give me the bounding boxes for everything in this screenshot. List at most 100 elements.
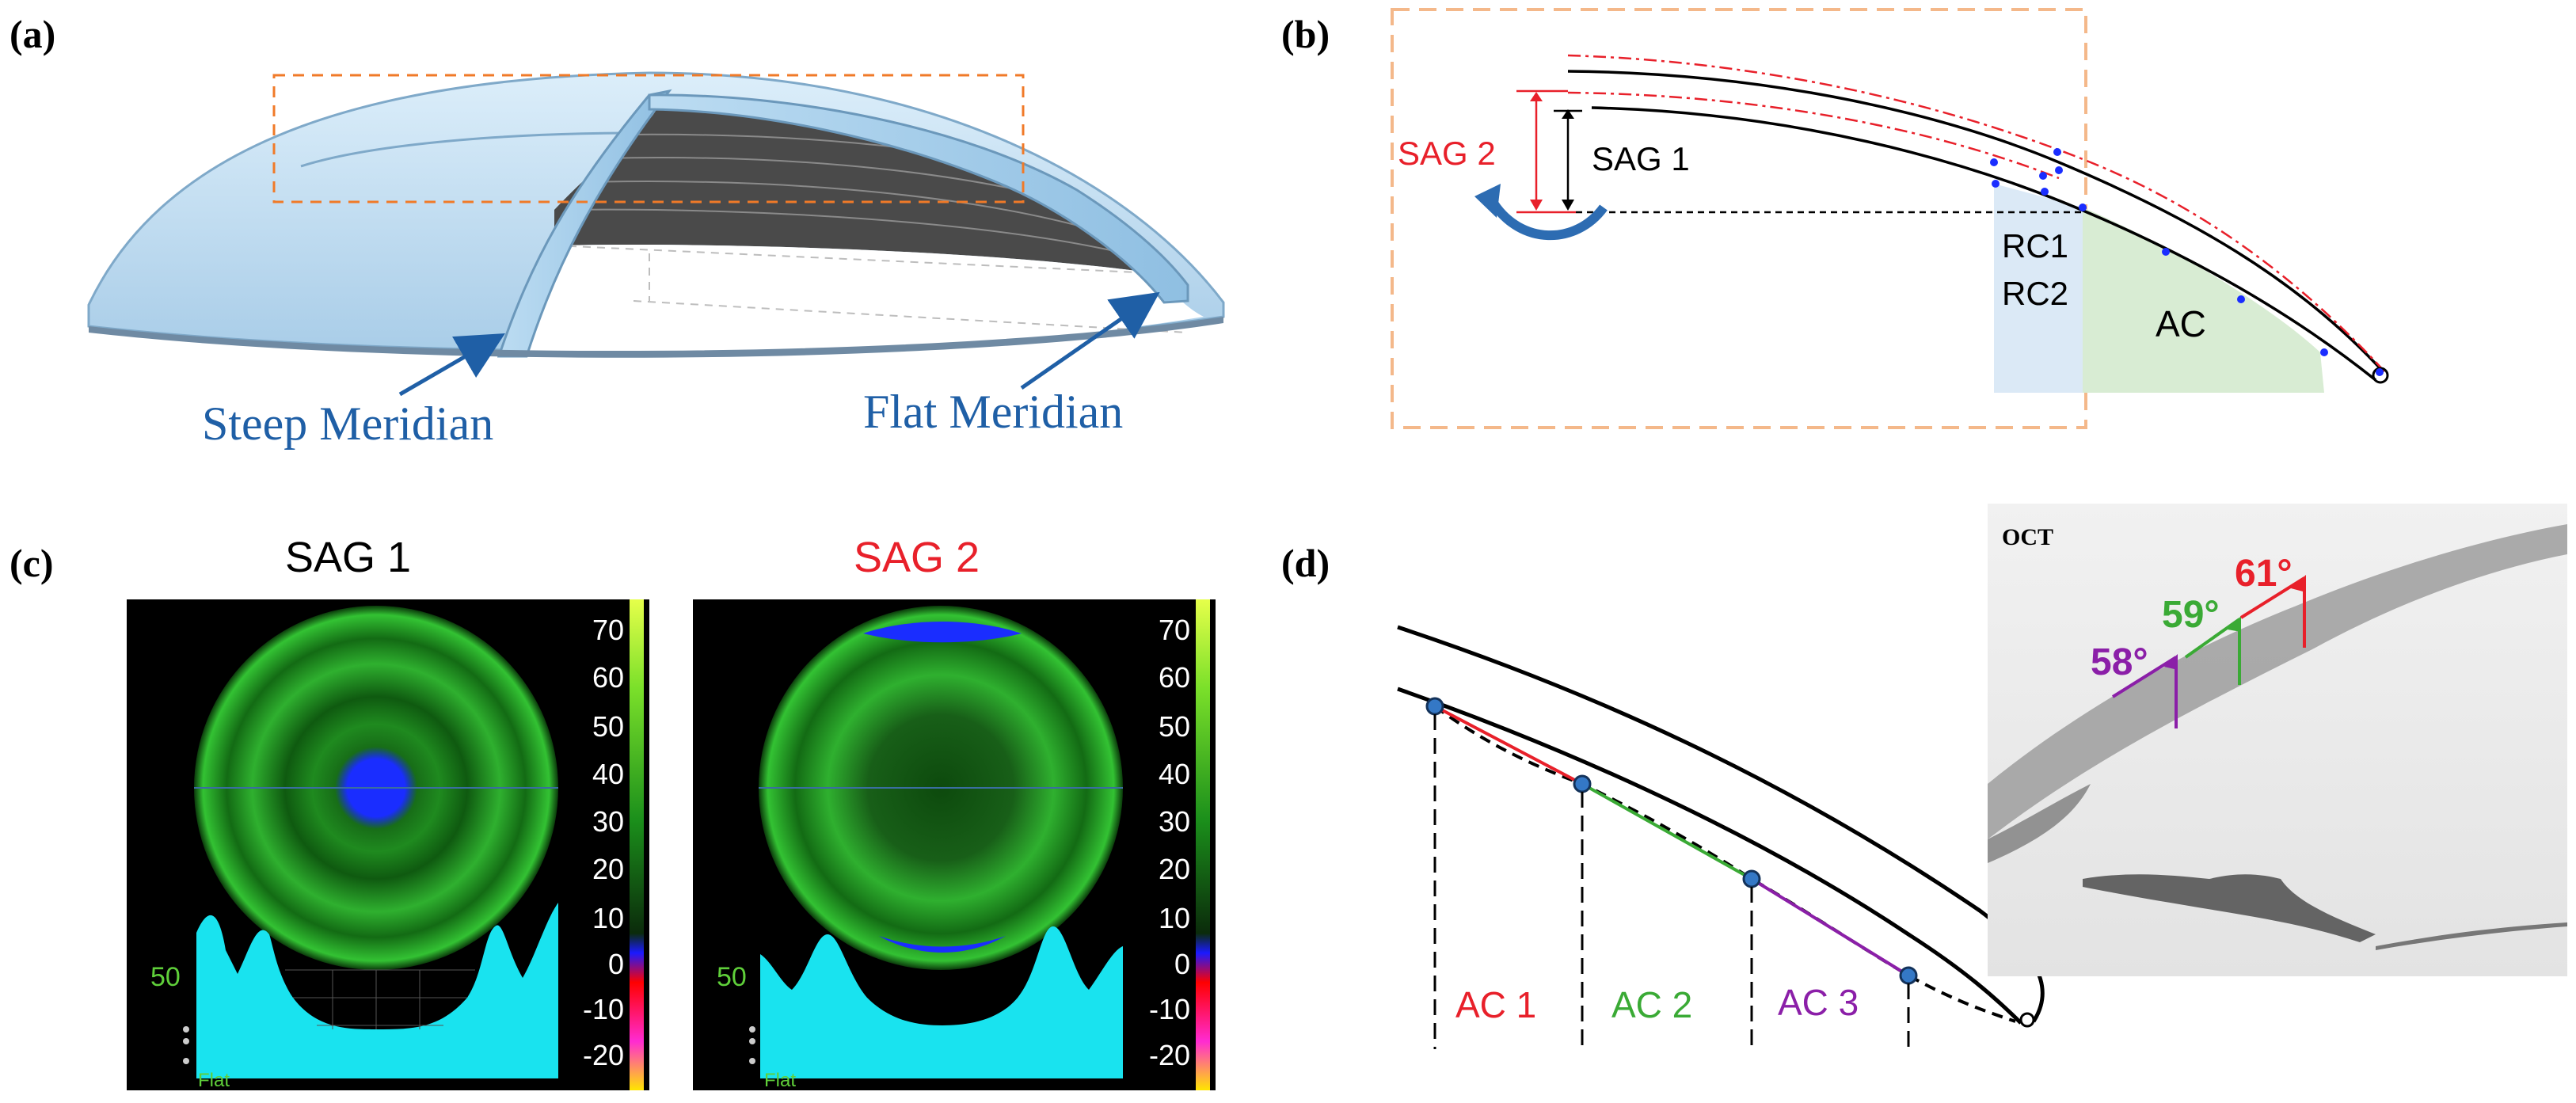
rotation-arrow-head [1474,184,1501,218]
scale-ticks-left: 70 60 50 40 30 20 10 0 -10 -20 [583,614,624,1071]
scale-tick: 20 [1159,853,1190,885]
scale-tick: 0 [608,948,624,980]
scale-tick: 20 [592,853,624,885]
scale-tick: 70 [1159,614,1190,646]
ac3-segment [1750,877,1910,977]
flat-label-left: Flat [198,1070,230,1091]
scale-tick: 70 [592,614,624,646]
rc-zone-fill [1994,184,2083,393]
segment-dividers [1433,714,1910,1049]
sag1-label: SAG 1 [1592,140,1690,177]
flat-meridian-arrow [1020,291,1160,390]
color-scale-bar-left [630,599,644,1090]
steep-meridian-arrow [398,333,505,397]
sag2-curve-top [1567,54,2386,373]
oct-tissue-wave [2083,874,2376,942]
angle-59-label: 59° [2162,594,2220,636]
lower-blue-band [879,936,1006,953]
angle-61-line [2239,576,2306,619]
color-scale-bar-right [1196,599,1210,1090]
scale-tick: 10 [592,902,624,934]
panel-a-label: (a) [10,12,55,56]
sag2-arrow-head-top [1530,92,1543,101]
dashed-fit-curve [1433,705,2016,1023]
scale-ticks-right: 70 60 50 40 30 20 10 0 -10 -20 [1149,614,1190,1071]
oct-baseline [2376,922,2567,950]
panel-c-label: (c) [10,541,54,585]
steep-meridian-label: Steep Meridian [202,397,493,450]
panel-d-label: (d) [1281,541,1330,585]
scale-tick: 40 [1159,758,1190,790]
ac-zone-fill [2083,207,2324,393]
lens-edge-tip [2372,367,2389,384]
sag1-arrow-head-top [1562,109,1574,119]
panel-b-label: (b) [1281,12,1330,56]
rotation-arrow [1488,199,1608,241]
scale-tick: 50 [592,710,624,743]
oct-lens-band [1988,524,2567,839]
lens-base-edge [89,317,1223,358]
upper-blue-band [863,622,1022,643]
sag1-map-title: SAG 1 [285,534,411,581]
panel-d: (d) AC 1 AC 2 AC 3 [1281,504,2567,1049]
profile-histogram [760,926,1123,1061]
lens-cutaway [554,95,1155,273]
sag2-label: SAG 2 [1398,135,1496,172]
panel-c: (c) SAG 1 SAG 2 50 Flat [10,534,1216,1091]
scale-tick: 30 [592,805,624,838]
scale-tick: -20 [1149,1039,1190,1071]
sag1-arrow-head-bottom [1562,200,1574,211]
ac2-label: AC 2 [1611,984,1692,1025]
ac2-segment [1581,782,1752,880]
sag2-map-title: SAG 2 [854,534,980,581]
flat-label-right: Flat [764,1070,796,1091]
side-value-left: 50 [150,962,181,992]
histogram-base [760,1061,1123,1078]
ac3-label: AC 3 [1778,982,1859,1023]
oct-label: OCT [2002,524,2053,550]
side-value-right: 50 [717,962,747,992]
angle-59-mark [2228,616,2241,632]
posterior-surface-bottom [1591,106,2377,382]
rc2-label: RC2 [2002,275,2068,312]
edge-tip [2019,1012,2035,1028]
posterior-surface-curve [1397,687,2022,1025]
sag1-topography-map: 50 Flat [127,599,649,1091]
scale-tick: -10 [583,993,624,1025]
angle-58-label: 58° [2091,641,2148,683]
ac1-segment [1434,705,1583,785]
scale-tick: 60 [1159,661,1190,694]
angle-58-line [2111,656,2178,698]
panel-a: (a) Steep Meridian [10,12,1225,450]
scale-tick: 10 [1159,902,1190,934]
panel-b: (b) [1281,8,2389,429]
histogram-base [196,1061,558,1078]
posterior-surface-top [1567,70,2385,374]
angle-61-label: 61° [2235,553,2293,595]
flat-shell-edge [648,93,1189,304]
ac1-label: AC 1 [1455,984,1536,1025]
segment-points [1425,697,1918,985]
rc1-label: RC1 [2002,227,2068,264]
region-box-b [1391,8,2087,429]
scale-tick: 40 [592,758,624,790]
scale-tick: 0 [1174,948,1190,980]
scale-tick: 30 [1159,805,1190,838]
lens-interior-floor [499,245,1204,359]
scale-tick: -10 [1149,993,1190,1025]
angle-59-line [2184,618,2241,659]
profile-grid [285,969,475,1029]
scale-tick: 60 [592,661,624,694]
oct-image: OCT 58° 59° 61° [1988,504,2567,976]
sag2-curve-bottom [1567,91,2060,180]
ac-label: AC [2156,303,2206,344]
oct-cornea-shadow [1988,784,2091,863]
flat-meridian-label: Flat Meridian [863,386,1123,438]
sag2-arrow-head-bottom [1530,200,1543,211]
steep-shell-edge [497,89,672,358]
scale-tick: 50 [1159,710,1190,743]
angle-58-mark [2164,654,2178,670]
map-mini-icons [749,1026,755,1064]
sag2-topography-map: 50 Flat [693,599,1216,1091]
